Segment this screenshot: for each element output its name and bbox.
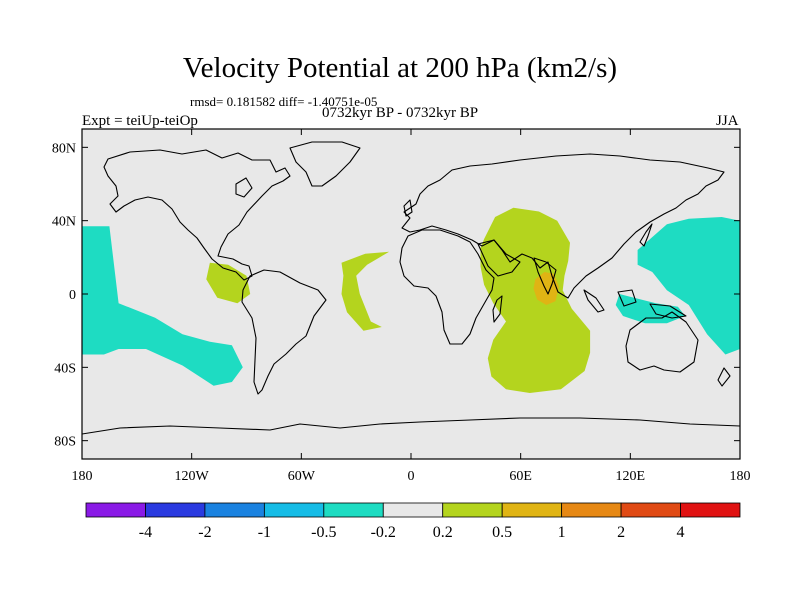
lon-tick-label: 120E bbox=[616, 469, 646, 484]
coastline-north-america bbox=[103, 149, 291, 281]
lat-tick-label: 80N bbox=[52, 141, 76, 156]
coastline-japan bbox=[639, 223, 653, 247]
stats-label: rmsd= 0.181582 diff= -1.40751e-05 bbox=[190, 94, 378, 109]
colorbar-label: -1 bbox=[258, 524, 271, 541]
colorbar-label: 1 bbox=[558, 524, 566, 541]
region-central-america-positive bbox=[206, 262, 251, 304]
lat-tick-label: 40S bbox=[54, 361, 76, 376]
colorbar-label: -0.5 bbox=[311, 524, 336, 541]
map-ticks: 80N 40N 0 40S 80S 180 120W 60W 0 60E 120E 180 bbox=[52, 129, 751, 484]
coastline-arabia bbox=[477, 239, 521, 277]
experiment-label: Expt = teiUp-teiOp bbox=[82, 113, 198, 129]
colorbar-box bbox=[204, 502, 265, 518]
colorbar-label: -0.2 bbox=[371, 524, 396, 541]
coastline-india bbox=[533, 257, 557, 295]
colorbar-box bbox=[680, 502, 741, 518]
colorbar-box bbox=[620, 502, 681, 518]
colorbar-label: -4 bbox=[139, 524, 152, 541]
lat-tick-label: 80S bbox=[54, 435, 76, 450]
coastline-british-isles bbox=[403, 199, 413, 217]
coastline-borneo bbox=[617, 289, 637, 307]
coastline-africa bbox=[399, 229, 495, 345]
colorbar-box bbox=[323, 502, 384, 518]
colorbar-label: 2 bbox=[617, 524, 625, 541]
colorbar-label: -2 bbox=[198, 524, 211, 541]
region-indian-ocean-positive bbox=[480, 207, 591, 393]
map-background bbox=[82, 129, 740, 459]
coastline-hudson-bay bbox=[235, 177, 253, 198]
colorbar-label: 4 bbox=[677, 524, 685, 541]
region-atlantic-positive bbox=[341, 251, 390, 331]
lon-tick-label: 60E bbox=[509, 469, 532, 484]
colorbar-box bbox=[561, 502, 622, 518]
colorbar-label: 0.2 bbox=[433, 524, 453, 541]
coastline-sumatra bbox=[583, 289, 605, 313]
colorbar: -4 -2 -1 -0.5 -0.2 0.2 0.5 1 2 4 bbox=[85, 502, 741, 541]
colorbar-box bbox=[501, 502, 563, 518]
colorbar-box bbox=[85, 502, 146, 518]
region-east-pacific-negative bbox=[82, 226, 243, 386]
region-west-pacific-negative bbox=[637, 217, 740, 355]
lon-tick-label: 180 bbox=[730, 469, 751, 484]
region-maritime-continent-negative bbox=[615, 294, 686, 324]
colorbar-label: 0.5 bbox=[492, 524, 512, 541]
coastline-greenland bbox=[289, 141, 361, 187]
lon-tick-label: 0 bbox=[408, 469, 415, 484]
coastline-south-america bbox=[241, 269, 327, 395]
colorbar-box bbox=[442, 502, 503, 518]
colorbar-box bbox=[145, 502, 206, 518]
lon-tick-label: 120W bbox=[175, 469, 210, 484]
page-title: Velocity Potential at 200 hPa (km2/s) bbox=[182, 52, 618, 84]
coastline-madagascar bbox=[492, 295, 503, 323]
coastline-new-zealand bbox=[717, 367, 731, 387]
coastlines bbox=[82, 141, 740, 435]
lon-tick-label: 180 bbox=[72, 469, 93, 484]
contour-regions bbox=[82, 207, 740, 393]
coastline-antarctica bbox=[82, 417, 740, 435]
period-label: 0732kyr BP - 0732kyr BP bbox=[322, 105, 479, 121]
season-label: JJA bbox=[716, 113, 739, 129]
colorbar-box bbox=[382, 502, 444, 518]
coastline-australia bbox=[625, 311, 699, 373]
lat-tick-label: 40N bbox=[52, 215, 76, 230]
colorbar-box bbox=[263, 502, 325, 518]
lon-tick-label: 60W bbox=[288, 469, 316, 484]
lat-tick-label: 0 bbox=[69, 288, 76, 303]
